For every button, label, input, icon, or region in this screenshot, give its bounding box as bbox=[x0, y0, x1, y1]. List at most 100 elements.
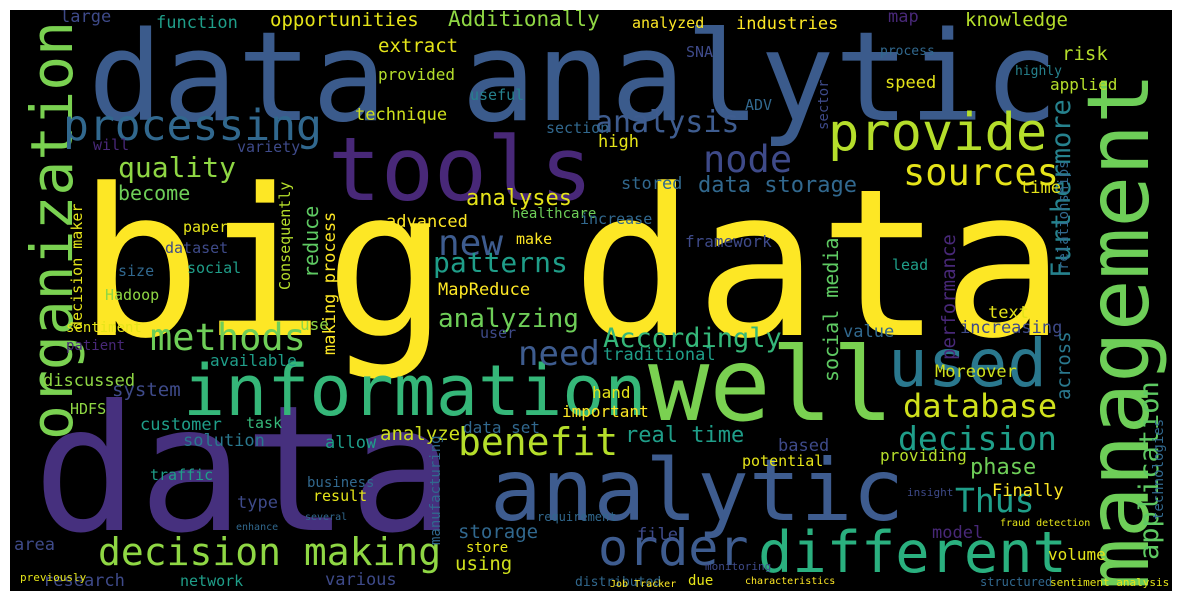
word: ADV bbox=[745, 96, 772, 114]
word: variety bbox=[237, 138, 300, 156]
word: social bbox=[187, 259, 241, 277]
word: type bbox=[237, 493, 278, 513]
word: well bbox=[648, 326, 894, 445]
word: making process bbox=[320, 212, 340, 355]
word: available bbox=[210, 351, 297, 370]
word: quality bbox=[118, 151, 236, 184]
word: important bbox=[562, 402, 649, 421]
word: Finally bbox=[992, 481, 1064, 501]
word: across bbox=[1053, 331, 1075, 400]
word: Consequently bbox=[276, 182, 294, 290]
word: decision bbox=[898, 419, 1057, 458]
word: patterns bbox=[433, 246, 568, 279]
word: analysis bbox=[595, 105, 740, 140]
word: SNA bbox=[686, 43, 713, 61]
word: analyzing bbox=[438, 304, 579, 334]
word: using bbox=[455, 553, 512, 575]
word: sentiment bbox=[66, 320, 142, 336]
word: monitoring bbox=[705, 560, 771, 573]
word: structured bbox=[980, 575, 1052, 589]
word: healthcare bbox=[512, 206, 596, 222]
word: insight bbox=[907, 486, 953, 499]
word: social media bbox=[819, 238, 843, 383]
word: industries bbox=[736, 14, 838, 34]
word: order bbox=[598, 519, 749, 577]
word: model bbox=[932, 523, 983, 543]
word: file bbox=[637, 525, 678, 545]
word: result bbox=[313, 487, 367, 505]
word: useful bbox=[470, 86, 524, 104]
word: patient bbox=[66, 338, 125, 354]
word: volume bbox=[1048, 545, 1106, 564]
word: sector bbox=[816, 79, 832, 130]
word: value bbox=[843, 322, 894, 342]
word: requirement bbox=[537, 510, 616, 524]
word: MapReduce bbox=[438, 280, 530, 300]
word: processing bbox=[63, 101, 322, 151]
word: due bbox=[688, 573, 713, 589]
word: need bbox=[518, 334, 600, 374]
word: high bbox=[598, 132, 639, 152]
word: process bbox=[880, 44, 935, 59]
word: potential bbox=[742, 452, 823, 470]
word: task bbox=[246, 414, 282, 432]
word: traffic bbox=[150, 466, 213, 484]
word: sentiment analysis bbox=[1050, 576, 1169, 589]
word: advanced bbox=[386, 212, 468, 232]
word: user bbox=[480, 324, 516, 342]
word: framework bbox=[685, 232, 772, 251]
word: discussed bbox=[43, 371, 135, 391]
word: increasing bbox=[960, 318, 1062, 338]
word: technique bbox=[355, 105, 447, 125]
word: research bbox=[43, 571, 125, 591]
word: traditional bbox=[603, 345, 716, 365]
word: stored bbox=[621, 174, 682, 194]
word: increase bbox=[580, 210, 652, 228]
word: relationships bbox=[1056, 160, 1072, 270]
word: new bbox=[438, 223, 503, 264]
word: paper bbox=[183, 218, 228, 236]
word: allow bbox=[325, 433, 377, 453]
word: reduce bbox=[299, 206, 323, 278]
word: Moreover bbox=[935, 362, 1017, 382]
word: analyze bbox=[380, 423, 460, 445]
word: various bbox=[325, 570, 397, 590]
word: several bbox=[305, 512, 347, 523]
cloud-background bbox=[10, 10, 1172, 591]
word: phase bbox=[970, 455, 1036, 480]
word: database bbox=[903, 387, 1057, 425]
word: risk bbox=[1062, 43, 1108, 65]
word: Hadoop bbox=[105, 286, 159, 304]
word: storage bbox=[458, 521, 538, 543]
word: time bbox=[1020, 178, 1061, 198]
word: network bbox=[180, 572, 243, 590]
word: Thus bbox=[955, 481, 1034, 520]
word: hand bbox=[592, 383, 631, 402]
word: management bbox=[1069, 72, 1169, 590]
word: performance bbox=[938, 234, 960, 360]
word: HDFS bbox=[70, 400, 106, 418]
word: analyzed bbox=[632, 14, 704, 32]
word: decision maker bbox=[68, 204, 86, 330]
word: speed bbox=[885, 73, 936, 93]
word: analyses bbox=[466, 186, 572, 211]
word: based bbox=[778, 436, 829, 456]
word: manufacturing bbox=[428, 435, 444, 545]
word: knowledge bbox=[965, 9, 1068, 31]
word: opportunities bbox=[270, 9, 419, 31]
word: Additionally bbox=[448, 7, 600, 31]
word: sources bbox=[903, 151, 1059, 194]
word: system bbox=[112, 379, 181, 401]
word: used bbox=[888, 325, 1047, 402]
word: store bbox=[466, 540, 508, 556]
word: Accordingly bbox=[603, 323, 782, 354]
word: use bbox=[300, 315, 329, 334]
word: text bbox=[988, 303, 1029, 323]
word: previously bbox=[20, 571, 87, 584]
word: data analytic bbox=[88, 6, 1059, 150]
word: provide bbox=[828, 103, 1047, 163]
word: customer bbox=[140, 415, 222, 435]
word: organization bbox=[18, 21, 86, 440]
